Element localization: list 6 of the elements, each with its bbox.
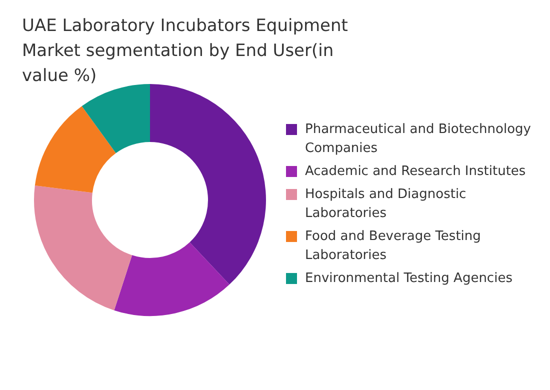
legend-label: Pharmaceutical and Biotechnology Companies: [305, 121, 532, 158]
chart-title: UAE Laboratory Incubators Equipment Market segmentation by End User(in value %): [22, 15, 349, 88]
legend-label: Academic and Research Institutes: [305, 163, 526, 181]
legend-label: Hospitals and Diagnostic Laboratories: [305, 186, 468, 223]
legend-label: Food and Beverage Testing Laboratories: [305, 228, 482, 265]
legend-label: Environmental Testing Agencies: [305, 270, 512, 288]
